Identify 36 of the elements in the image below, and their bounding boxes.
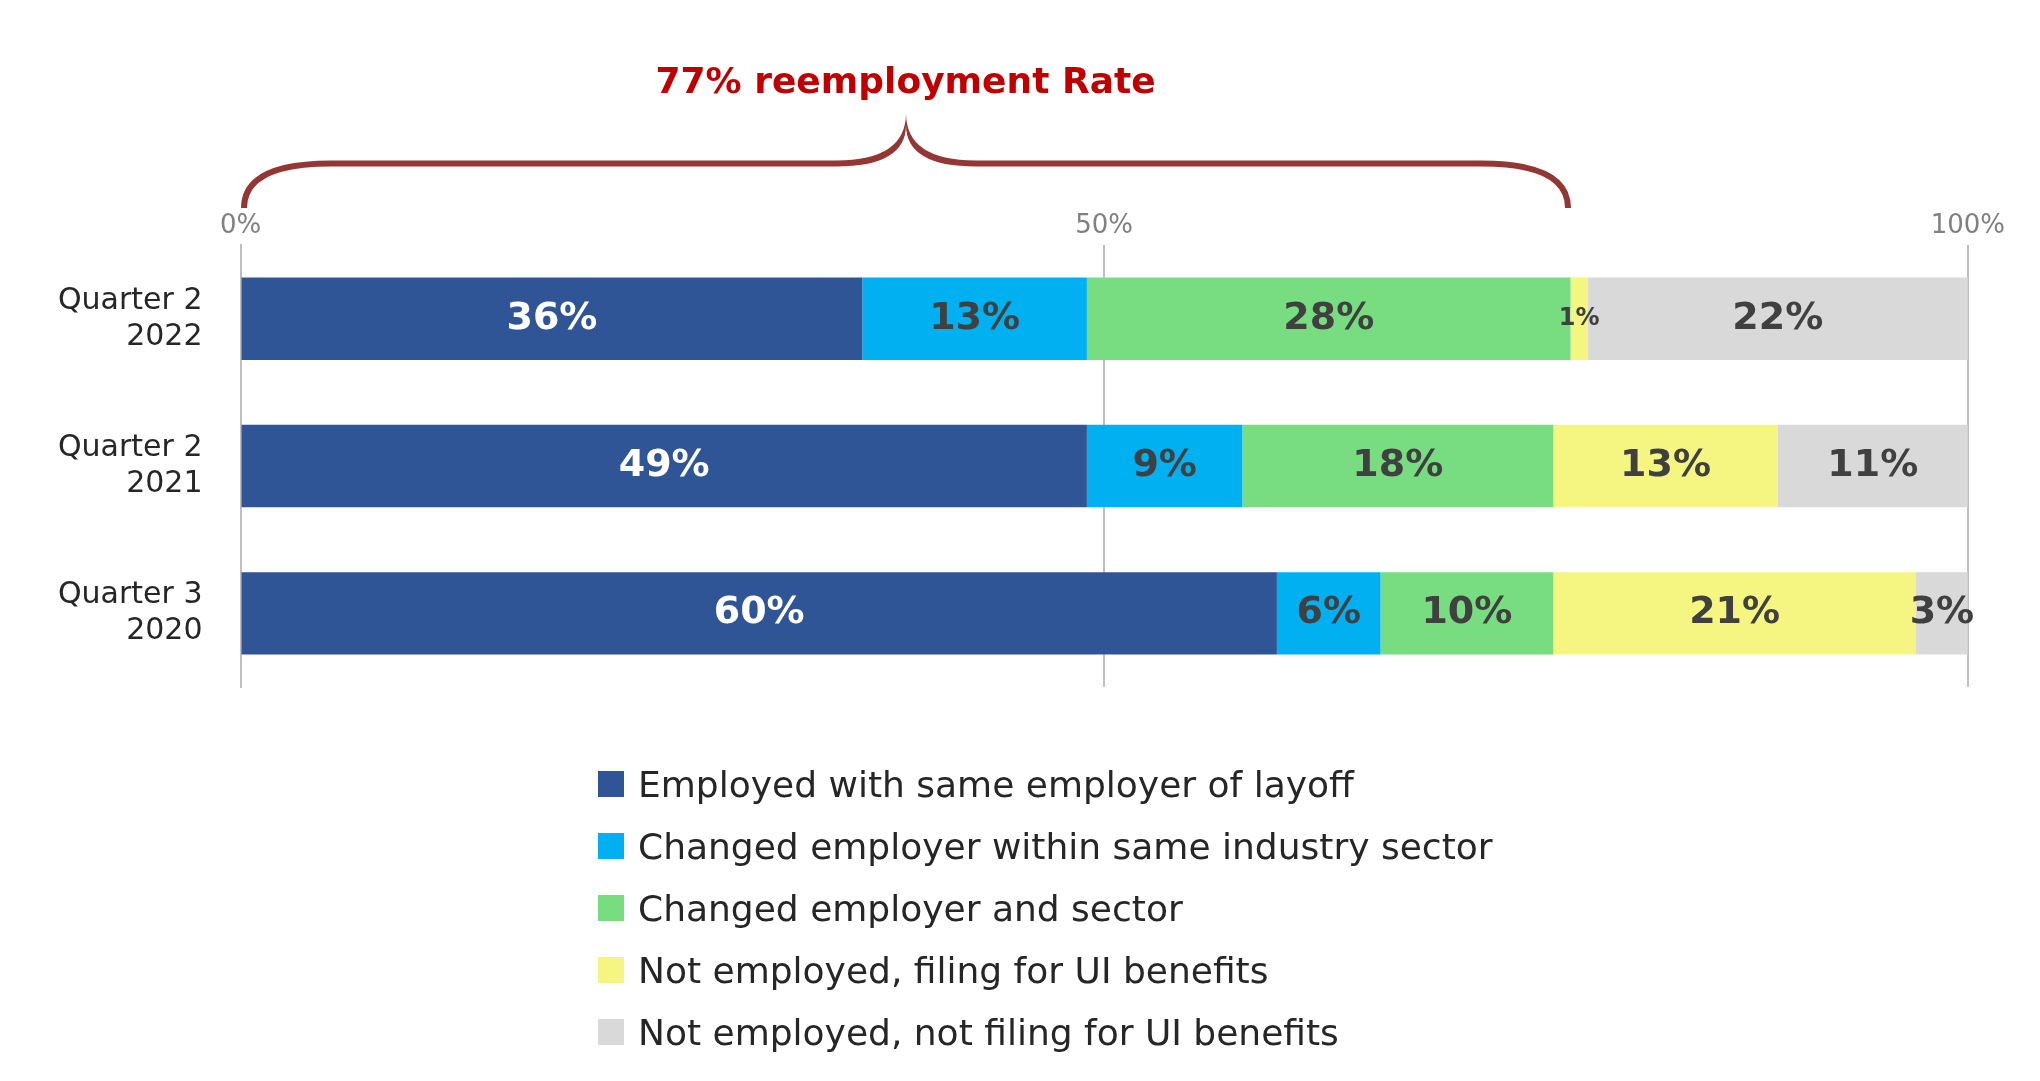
bar	[1553, 424, 1778, 508]
legend-label: Changed employer within same industry sector	[638, 825, 1493, 867]
x-tick-label: 50%	[1075, 209, 1134, 240]
bar	[241, 424, 1087, 508]
data-label: 60%	[713, 588, 805, 633]
data-label: 21%	[1689, 588, 1781, 633]
x-tick-label: 0%	[219, 209, 262, 240]
data-label: 13%	[929, 293, 1021, 338]
bar	[1380, 572, 1554, 655]
data-label: 36%	[506, 293, 598, 338]
y-tick-label: Quarter 2 2022	[57, 280, 203, 352]
data-label: 10%	[1421, 588, 1513, 633]
y-tick-label: Quarter 2 2021	[57, 427, 203, 499]
data-label: 6%	[1296, 588, 1361, 633]
legend-label: Not employed, not filing for UI benefits	[638, 1011, 1339, 1053]
legend-label: Changed employer and sector	[638, 887, 1183, 929]
data-label: 13%	[1620, 440, 1712, 485]
bar	[241, 572, 1277, 655]
bar	[1276, 572, 1381, 655]
data-label: 28%	[1283, 293, 1375, 338]
bar	[241, 277, 863, 361]
y-tick-label: Quarter 3 2020	[57, 575, 203, 647]
data-label: 1%	[1558, 303, 1600, 332]
data-label: 49%	[618, 440, 710, 485]
data-label: 9%	[1132, 440, 1197, 485]
data-label: 22%	[1732, 293, 1824, 338]
legend-label: Employed with same employer of layoff	[638, 763, 1354, 805]
x-tick-label: 100%	[1930, 209, 2006, 240]
data-label: 11%	[1827, 440, 1919, 485]
legend-label: Not employed, filing for UI benefits	[638, 949, 1269, 991]
bar	[1242, 424, 1554, 508]
bar	[1086, 424, 1243, 508]
bar	[1777, 424, 1968, 508]
data-label: 18%	[1352, 440, 1444, 485]
text: 77% reemployment Rate	[654, 60, 1157, 101]
bar	[862, 277, 1087, 361]
